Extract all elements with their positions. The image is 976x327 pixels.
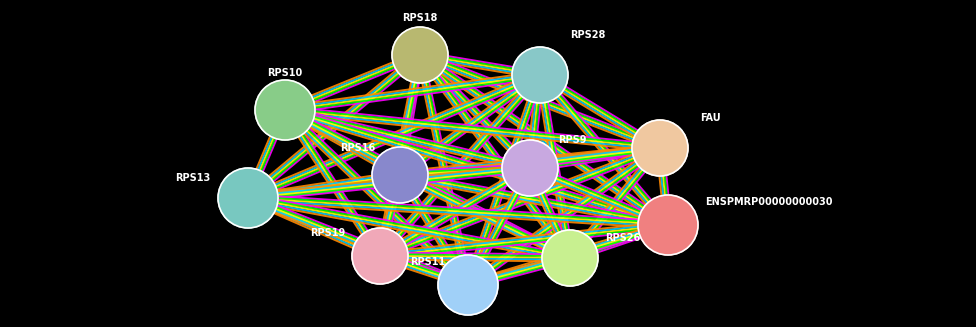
Text: RPS18: RPS18 bbox=[402, 13, 437, 23]
Text: RPS28: RPS28 bbox=[570, 30, 605, 40]
Text: RPS9: RPS9 bbox=[558, 135, 587, 145]
Text: RPS13: RPS13 bbox=[175, 173, 210, 183]
Circle shape bbox=[372, 147, 428, 203]
Text: FAU: FAU bbox=[700, 113, 720, 123]
Circle shape bbox=[502, 140, 558, 196]
Text: RPS26: RPS26 bbox=[605, 233, 640, 243]
Text: RPS16: RPS16 bbox=[340, 143, 375, 153]
Text: RPS11: RPS11 bbox=[410, 257, 445, 267]
Circle shape bbox=[632, 120, 688, 176]
Circle shape bbox=[438, 255, 498, 315]
Text: ENSPMRP00000000030: ENSPMRP00000000030 bbox=[705, 197, 833, 207]
Text: RPS10: RPS10 bbox=[267, 68, 303, 78]
Circle shape bbox=[352, 228, 408, 284]
Circle shape bbox=[255, 80, 315, 140]
Text: RPS19: RPS19 bbox=[309, 228, 345, 238]
Circle shape bbox=[392, 27, 448, 83]
Circle shape bbox=[512, 47, 568, 103]
Circle shape bbox=[218, 168, 278, 228]
Circle shape bbox=[542, 230, 598, 286]
Circle shape bbox=[638, 195, 698, 255]
